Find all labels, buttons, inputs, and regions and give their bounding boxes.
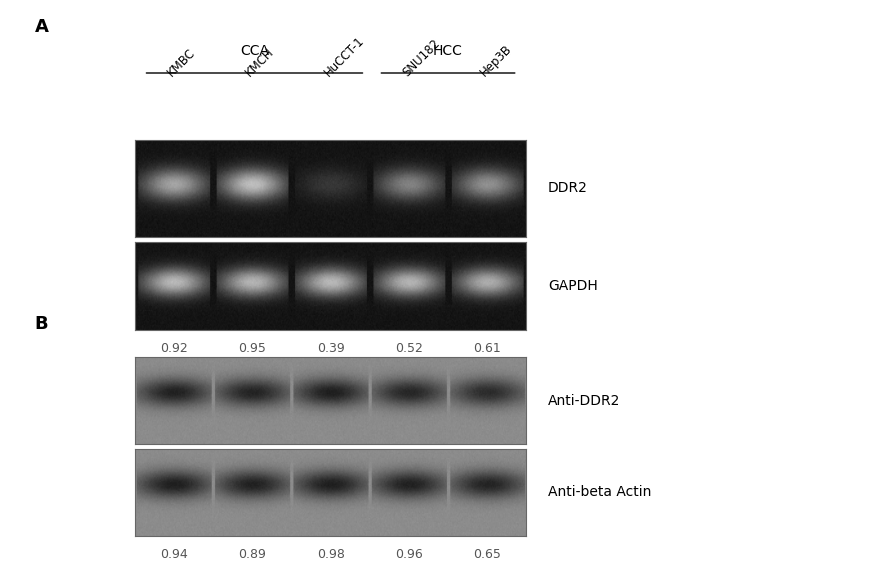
Text: 0.92: 0.92 <box>160 342 188 354</box>
Text: KMBC: KMBC <box>164 46 198 79</box>
Text: DDR2: DDR2 <box>547 182 587 195</box>
Text: SNU182: SNU182 <box>399 36 441 79</box>
Text: HuCCT-1: HuCCT-1 <box>321 285 366 330</box>
Text: 0.65: 0.65 <box>473 548 501 561</box>
Text: CCA: CCA <box>240 44 269 58</box>
Text: 0.96: 0.96 <box>395 548 422 561</box>
Text: Anti-DDR2: Anti-DDR2 <box>547 394 620 408</box>
Text: GAPDH: GAPDH <box>547 279 597 293</box>
Text: 0.98: 0.98 <box>316 548 344 561</box>
Text: 0.39: 0.39 <box>316 342 344 354</box>
Text: KMCH: KMCH <box>242 45 276 79</box>
Text: HuCCT-1: HuCCT-1 <box>321 34 366 79</box>
Text: A: A <box>35 18 49 36</box>
Text: B: B <box>35 315 49 333</box>
Text: 0.95: 0.95 <box>238 342 266 354</box>
Text: Anti-beta Actin: Anti-beta Actin <box>547 485 651 499</box>
Text: Hep3B: Hep3B <box>477 293 514 330</box>
Text: 0.94: 0.94 <box>160 548 188 561</box>
Text: 0.89: 0.89 <box>238 548 266 561</box>
Text: Hep3B: Hep3B <box>477 42 514 79</box>
Text: 0.52: 0.52 <box>395 342 422 354</box>
Text: KMCH: KMCH <box>242 296 276 330</box>
Text: KMBC: KMBC <box>164 297 198 330</box>
Text: HCC: HCC <box>433 44 462 58</box>
Text: 0.61: 0.61 <box>473 342 501 354</box>
Text: SNU182: SNU182 <box>399 287 441 330</box>
